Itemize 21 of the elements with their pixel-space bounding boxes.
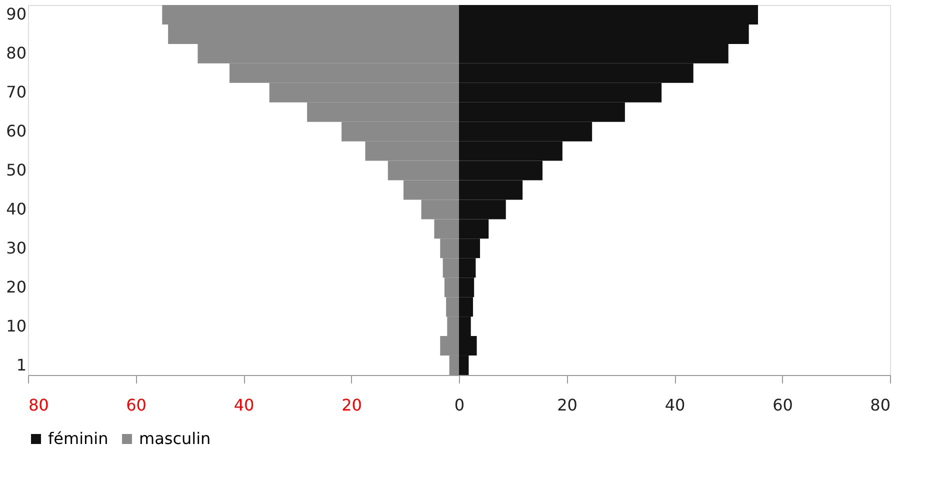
y-tick-label: 60 [6,122,26,141]
x-tick-label: 60 [772,396,793,414]
x-tick-label: 60 [126,396,146,414]
y-tick-label: 20 [6,277,26,296]
y-tick-label: 70 [6,82,26,102]
x-tick-label: 80 [28,396,49,414]
y-tick-label: 30 [6,238,26,258]
y-tick-label: 80 [6,44,26,63]
x-tick-label: 0 [454,396,465,414]
y-tick-label: 1 [16,355,26,374]
legend-label: masculin [139,429,211,448]
x-tick-label: 20 [342,396,362,414]
y-tick-label: 40 [6,199,26,218]
x-tick-label: 20 [557,396,578,414]
x-tick-label: 80 [870,396,890,414]
x-tick-label: 40 [234,396,254,414]
y-tick-label: 90 [6,4,26,24]
legend-label: féminin [48,429,108,448]
y-tick-label: 50 [6,160,26,180]
y-tick-label: 10 [6,316,26,336]
x-tick-label: 40 [664,396,686,414]
